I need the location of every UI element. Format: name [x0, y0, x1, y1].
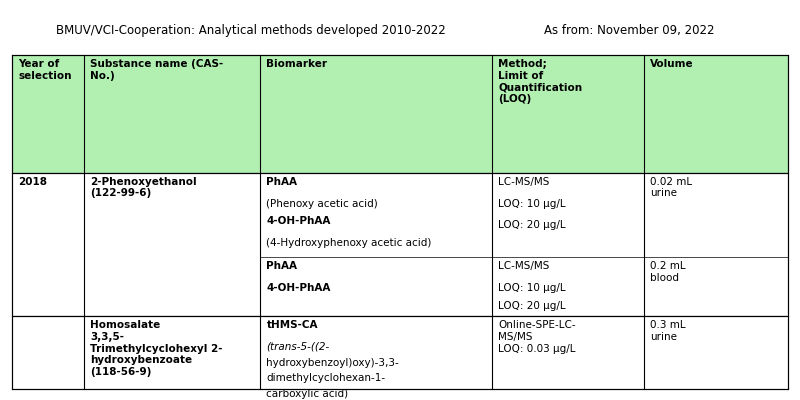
Text: Online-SPE-LC-
MS/MS
LOQ: 0.03 μg/L: Online-SPE-LC- MS/MS LOQ: 0.03 μg/L	[498, 320, 576, 354]
Text: Biomarker: Biomarker	[266, 59, 327, 69]
Text: carboxylic acid): carboxylic acid)	[266, 389, 349, 399]
Text: (Phenoxy acetic acid): (Phenoxy acetic acid)	[266, 198, 378, 208]
Text: 4-OH-PhAA: 4-OH-PhAA	[266, 216, 330, 226]
Polygon shape	[12, 55, 788, 173]
Text: LOQ: 10 μg/L: LOQ: 10 μg/L	[498, 198, 566, 208]
Text: PhAA: PhAA	[266, 261, 298, 271]
Text: 0.2 mL
blood: 0.2 mL blood	[650, 261, 686, 283]
Text: 2-Phenoxyethanol
(122-99-6): 2-Phenoxyethanol (122-99-6)	[90, 177, 197, 198]
Text: 0.02 mL
urine: 0.02 mL urine	[650, 177, 693, 198]
Text: As from: November 09, 2022: As from: November 09, 2022	[544, 24, 714, 36]
Text: 0.3 mL
urine: 0.3 mL urine	[650, 320, 686, 342]
Text: dimethylcyclohexan-1-: dimethylcyclohexan-1-	[266, 374, 386, 384]
Text: Substance name (CAS-
No.): Substance name (CAS- No.)	[90, 59, 224, 80]
Polygon shape	[12, 316, 788, 389]
Text: Volume: Volume	[650, 59, 694, 69]
Text: Year of
selection: Year of selection	[18, 59, 72, 80]
Text: 4-OH-PhAA: 4-OH-PhAA	[266, 283, 330, 293]
Text: tHMS-CA: tHMS-CA	[266, 320, 318, 330]
Text: (4-Hydroxyphenoxy acetic acid): (4-Hydroxyphenoxy acetic acid)	[266, 238, 432, 248]
Text: LC-MS/MS: LC-MS/MS	[498, 177, 550, 187]
Text: 2018: 2018	[18, 177, 47, 187]
Text: LOQ: 20 μg/L: LOQ: 20 μg/L	[498, 220, 566, 230]
Text: Homosalate
3,3,5-
Trimethylcyclohexyl 2-
hydroxybenzoate
(118-56-9): Homosalate 3,3,5- Trimethylcyclohexyl 2-…	[90, 320, 223, 377]
Text: BMUV/VCI-Cooperation: Analytical methods developed 2010-2022: BMUV/VCI-Cooperation: Analytical methods…	[56, 24, 446, 36]
Text: hydroxybenzoyl)oxy)-3,3-: hydroxybenzoyl)oxy)-3,3-	[266, 358, 399, 368]
Text: (trans-5-((2-: (trans-5-((2-	[266, 342, 330, 352]
Text: LOQ: 20 μg/L: LOQ: 20 μg/L	[498, 301, 566, 311]
Text: LOQ: 10 μg/L: LOQ: 10 μg/L	[498, 283, 566, 293]
Text: PhAA: PhAA	[266, 177, 298, 187]
Text: Method;
Limit of
Quantification
(LOQ): Method; Limit of Quantification (LOQ)	[498, 59, 582, 104]
Polygon shape	[12, 173, 788, 316]
Text: LC-MS/MS: LC-MS/MS	[498, 261, 550, 271]
